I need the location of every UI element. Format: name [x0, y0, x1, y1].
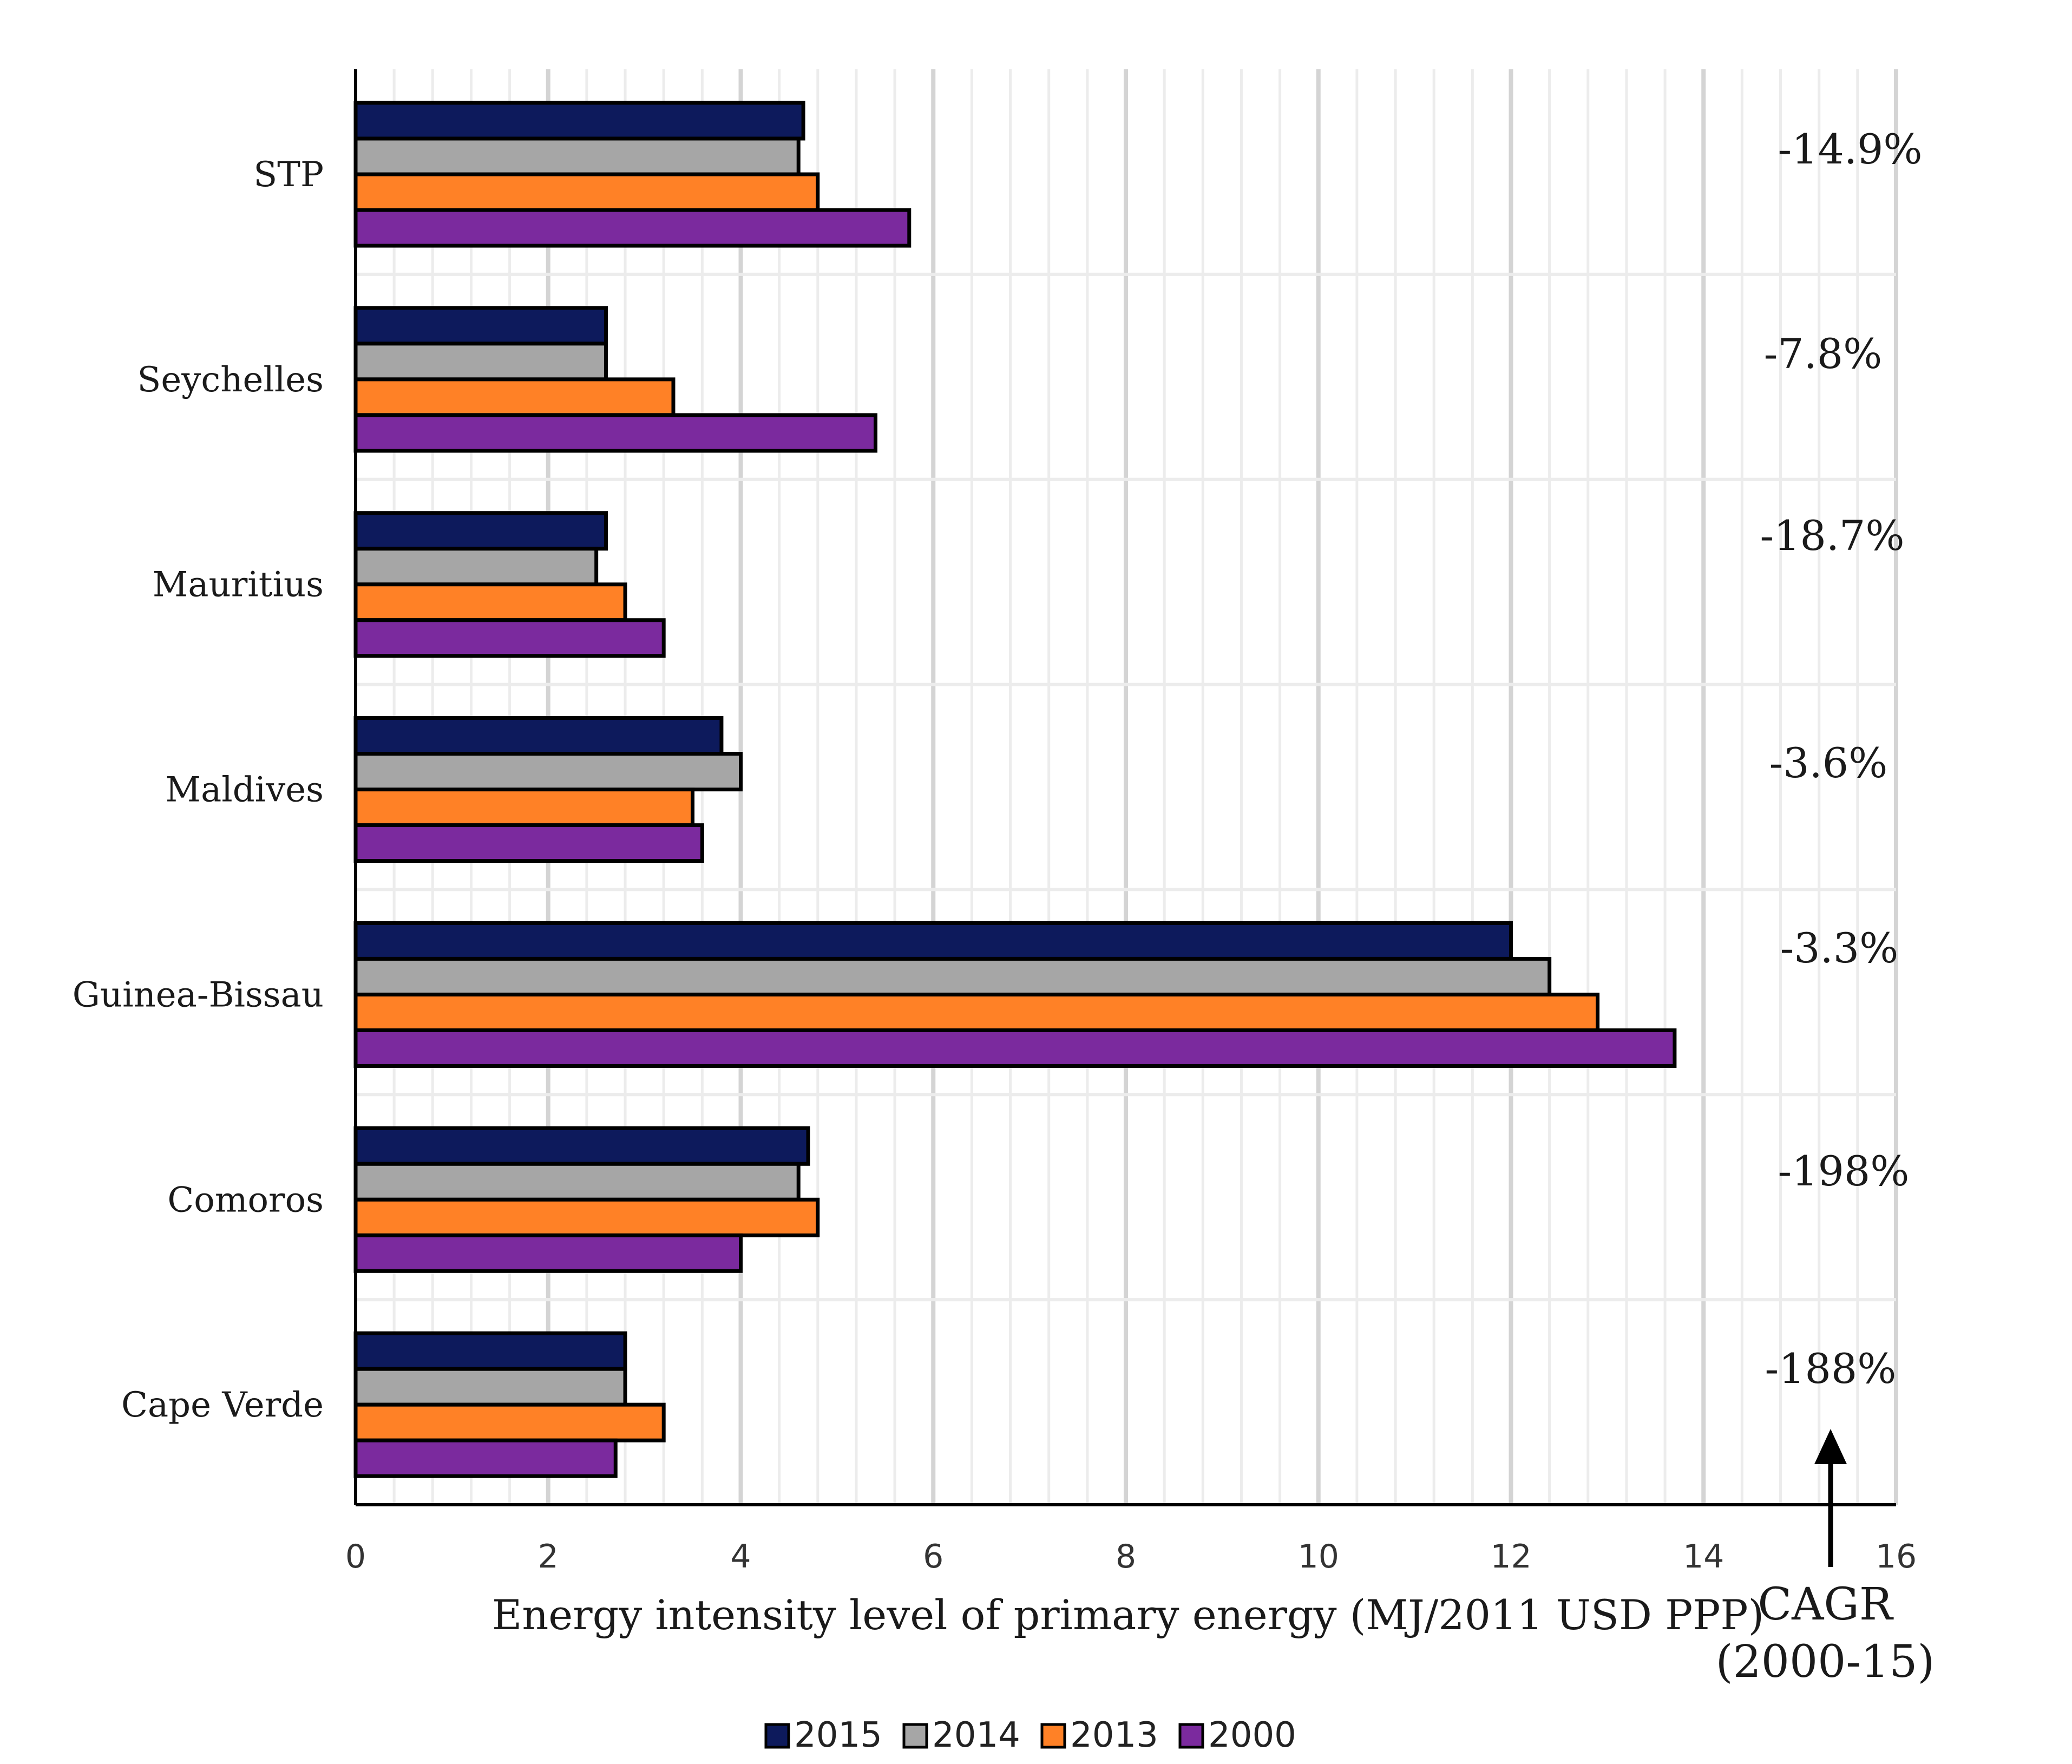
bar [353, 1162, 801, 1202]
bar [353, 1233, 743, 1273]
bar [353, 172, 820, 212]
x-tick-label: 14 [1683, 1538, 1724, 1576]
cagr-title: CAGR [1758, 1579, 1893, 1630]
legend-label: 2000 [1208, 1715, 1296, 1755]
category-label: STP [253, 155, 324, 195]
bar [353, 716, 724, 756]
bar [353, 136, 801, 176]
bar [353, 306, 608, 346]
category-label: Cape Verde [121, 1385, 324, 1425]
cagr-value: -18.7% [1760, 512, 1904, 560]
cagr-period: (2000-15) [1716, 1636, 1935, 1688]
legend-swatch [902, 1723, 928, 1749]
bar [353, 511, 608, 551]
x-tick-label: 10 [1298, 1538, 1339, 1576]
cagr-arrow [1814, 1429, 1847, 1567]
x-tick-labels: 0 2 4 6 8 10 12 14 16 [345, 1538, 1917, 1576]
bar [353, 413, 878, 453]
category-labels: STP Seychelles Mauritius Maldives Guinea-Bis… [73, 155, 324, 1425]
x-tick-label: 16 [1876, 1538, 1917, 1576]
bars [353, 101, 1677, 1478]
bar [353, 1331, 627, 1371]
bar [353, 823, 704, 863]
bar [353, 342, 608, 382]
legend: 2015 2014 2013 2000 [764, 1715, 1296, 1755]
cagr-value: -188% [1765, 1345, 1897, 1393]
bar [353, 921, 1513, 961]
cagr-value: -198% [1778, 1147, 1910, 1195]
bar [353, 752, 743, 792]
bar [353, 582, 627, 622]
bar [353, 101, 805, 141]
legend-label: 2013 [1070, 1715, 1158, 1755]
cagr-value: -14.9% [1778, 125, 1922, 173]
legend-swatch [764, 1723, 790, 1749]
bar [353, 1367, 627, 1407]
bar [353, 618, 666, 658]
bar [353, 992, 1600, 1032]
bar [353, 1438, 618, 1478]
x-tick-label: 6 [923, 1538, 943, 1576]
cagr-value: -3.6% [1769, 739, 1888, 787]
legend-label: 2014 [932, 1715, 1020, 1755]
x-axis-title: Energy intensity level of primary energy… [492, 1591, 1764, 1639]
bar [353, 788, 695, 828]
cagr-value: -7.8% [1764, 330, 1883, 378]
bar [353, 1197, 820, 1237]
legend-swatch [1178, 1723, 1204, 1749]
bar [353, 377, 676, 417]
category-label: Guinea-Bissau [73, 975, 324, 1015]
axes [354, 69, 1896, 1506]
cagr-labels: -14.9% -7.8% -18.7% -3.6% -3.3% -198% -188% [1760, 125, 1922, 1393]
category-label: Maldives [166, 770, 324, 810]
bar [353, 956, 1552, 996]
bar [353, 1126, 810, 1166]
category-label: Seychelles [137, 360, 324, 400]
bar [353, 1402, 666, 1442]
bar [353, 1028, 1677, 1068]
category-label: Comoros [167, 1180, 324, 1220]
category-label: Mauritius [153, 565, 324, 605]
legend-swatch [1040, 1723, 1066, 1749]
bar [353, 208, 912, 248]
x-tick-label: 0 [345, 1538, 366, 1576]
bar [353, 547, 599, 587]
cagr-value: -3.3% [1780, 924, 1899, 972]
x-tick-label: 8 [1116, 1538, 1136, 1576]
legend-label: 2015 [794, 1715, 882, 1755]
x-tick-label: 12 [1490, 1538, 1531, 1576]
x-tick-label: 4 [730, 1538, 751, 1576]
x-tick-label: 2 [538, 1538, 559, 1576]
